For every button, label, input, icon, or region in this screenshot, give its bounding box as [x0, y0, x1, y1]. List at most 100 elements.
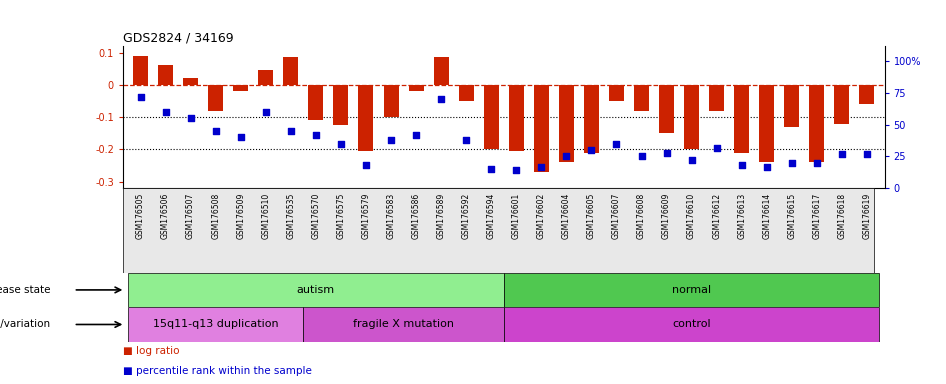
Point [333, 141, 348, 147]
Text: GSM176575: GSM176575 [337, 192, 345, 239]
Bar [634, 85, 649, 111]
Bar [459, 85, 474, 101]
Bar [834, 85, 850, 124]
FancyBboxPatch shape [128, 307, 304, 342]
Bar [483, 85, 499, 149]
Text: GSM176583: GSM176583 [387, 192, 395, 238]
Text: GSM176618: GSM176618 [837, 192, 847, 238]
Bar [609, 85, 624, 101]
Bar [133, 56, 148, 85]
Text: GSM176610: GSM176610 [687, 192, 696, 238]
Bar [860, 85, 874, 104]
Bar [333, 85, 348, 125]
Text: GSM176613: GSM176613 [737, 192, 746, 238]
Text: GSM176505: GSM176505 [136, 192, 145, 239]
Text: ■ log ratio: ■ log ratio [123, 346, 180, 356]
Text: 15q11-q13 duplication: 15q11-q13 duplication [153, 319, 278, 329]
Point [509, 167, 524, 174]
Text: GSM176586: GSM176586 [412, 192, 421, 238]
Text: GSM176619: GSM176619 [863, 192, 871, 238]
Text: GSM176510: GSM176510 [261, 192, 271, 238]
Bar [684, 85, 699, 149]
Point [559, 153, 574, 159]
Point [258, 109, 273, 115]
FancyBboxPatch shape [504, 307, 880, 342]
Point [409, 132, 424, 138]
Bar [409, 85, 424, 91]
FancyBboxPatch shape [304, 307, 504, 342]
FancyBboxPatch shape [123, 188, 874, 273]
Text: GSM176602: GSM176602 [536, 192, 546, 238]
Text: fragile X mutation: fragile X mutation [353, 319, 454, 329]
Bar [383, 85, 398, 117]
Bar [760, 85, 774, 162]
Bar [559, 85, 574, 162]
Text: GSM176589: GSM176589 [437, 192, 446, 238]
Point [208, 128, 223, 134]
Text: ■ percentile rank within the sample: ■ percentile rank within the sample [123, 366, 312, 376]
Text: GSM176509: GSM176509 [236, 192, 245, 239]
Point [183, 115, 198, 121]
Bar [158, 65, 173, 85]
Text: GSM176508: GSM176508 [211, 192, 220, 238]
Point [483, 166, 499, 172]
FancyBboxPatch shape [128, 273, 504, 307]
Point [383, 137, 398, 143]
Text: GSM176507: GSM176507 [186, 192, 195, 239]
Point [308, 132, 324, 138]
Point [459, 137, 474, 143]
Bar [710, 85, 725, 111]
Point [834, 151, 850, 157]
Text: GSM176607: GSM176607 [612, 192, 621, 239]
Point [760, 164, 775, 170]
Text: GSM176608: GSM176608 [637, 192, 646, 238]
Point [233, 134, 248, 141]
Bar [283, 57, 298, 85]
Bar [308, 85, 324, 120]
Point [609, 141, 624, 147]
Bar [184, 78, 198, 85]
Point [710, 144, 725, 151]
Text: GSM176506: GSM176506 [161, 192, 170, 239]
Bar [584, 85, 599, 152]
FancyBboxPatch shape [504, 273, 880, 307]
Text: GSM176617: GSM176617 [813, 192, 821, 238]
Bar [810, 85, 824, 162]
Point [810, 160, 825, 166]
Point [684, 157, 699, 163]
Point [433, 96, 448, 103]
Point [133, 94, 149, 100]
Point [534, 164, 549, 170]
Bar [734, 85, 749, 152]
Text: GSM176614: GSM176614 [762, 192, 771, 238]
Text: genotype/variation: genotype/variation [0, 319, 51, 329]
Text: normal: normal [672, 285, 711, 295]
Point [659, 149, 674, 156]
Text: GSM176609: GSM176609 [662, 192, 671, 239]
Text: GSM176601: GSM176601 [512, 192, 520, 238]
Bar [258, 70, 273, 85]
Point [634, 153, 649, 159]
Text: GSM176570: GSM176570 [311, 192, 321, 239]
Text: GSM176612: GSM176612 [712, 192, 721, 238]
Text: GSM176594: GSM176594 [487, 192, 496, 239]
Text: GSM176579: GSM176579 [361, 192, 371, 239]
Text: autism: autism [297, 285, 335, 295]
Text: disease state: disease state [0, 285, 51, 295]
Text: GSM176615: GSM176615 [787, 192, 797, 238]
Bar [534, 85, 549, 172]
Point [784, 160, 799, 166]
Bar [433, 57, 448, 85]
Bar [234, 85, 248, 91]
Point [859, 151, 874, 157]
Text: GSM176604: GSM176604 [562, 192, 570, 239]
Text: GSM176592: GSM176592 [462, 192, 471, 238]
Point [158, 109, 173, 115]
Bar [359, 85, 374, 151]
Bar [208, 85, 223, 111]
Bar [784, 85, 799, 127]
Text: control: control [673, 319, 711, 329]
Text: GDS2824 / 34169: GDS2824 / 34169 [123, 32, 234, 45]
Text: GSM176535: GSM176535 [287, 192, 295, 239]
Point [584, 147, 599, 153]
